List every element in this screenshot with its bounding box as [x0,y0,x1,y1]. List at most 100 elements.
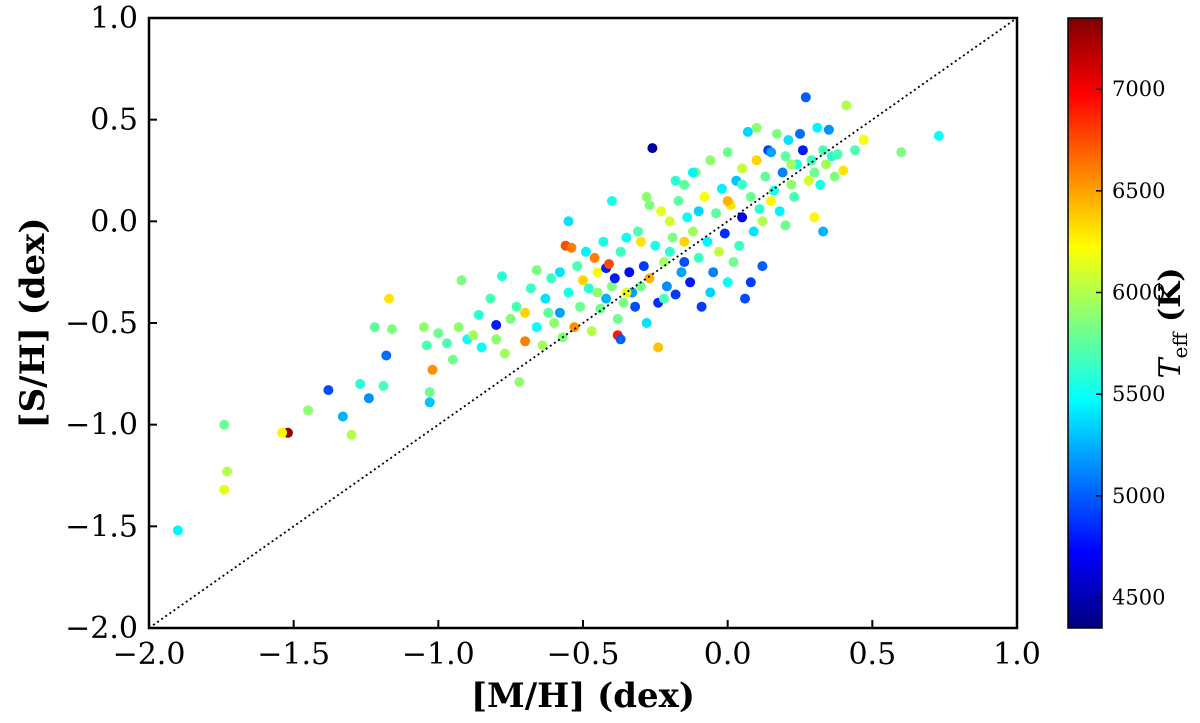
y-tick-label: 0.0 [90,204,138,239]
data-point [453,322,464,333]
data-point [384,293,395,304]
data-point [638,261,649,272]
data-point [659,257,669,267]
data-point [656,206,667,217]
data-point [737,212,748,223]
data-point [722,196,733,206]
data-point [933,130,944,141]
data-point [520,336,531,347]
data-point [554,307,565,318]
data-point [554,267,565,278]
data-point [485,293,496,304]
one-to-one-reference-line [148,17,1018,629]
data-point [670,175,681,186]
colorbar-tick-label: 5500 [1112,382,1165,406]
data-point [795,128,805,139]
data-point [740,293,750,304]
data-point [838,165,849,176]
colorbar-tick-label: 6000 [1112,281,1165,305]
data-point [896,147,907,158]
data-point [630,301,641,312]
data-point [575,301,586,312]
colorbar-label-unit [1153,322,1188,332]
data-point [716,183,727,194]
data-point [549,318,560,328]
data-point [806,155,817,166]
data-point [277,427,288,438]
data-point [818,145,829,156]
data-point [635,281,646,292]
data-point [777,167,788,178]
data-point [699,191,710,202]
data-point [624,267,635,278]
data-point [569,322,580,333]
colorbar-axis: 4500 5000 5500 6000 6500 7000 [1096,77,1165,610]
data-point [696,301,707,312]
data-point [635,236,646,247]
data-point [786,179,797,190]
data-point [766,196,777,206]
data-point [511,301,522,312]
data-point [728,257,739,267]
data-point [592,267,603,278]
data-point [592,287,603,298]
data-point [708,267,719,278]
data-point [711,208,722,219]
data-point [424,397,435,408]
data-point [832,149,843,160]
data-point [598,236,609,247]
data-point [786,159,797,170]
x-tick-label: −1.5 [257,637,330,672]
colorbar-tick-label: 7000 [1112,77,1165,101]
data-point [381,350,392,361]
data-point [693,252,704,263]
y-axis: −2.0 −1.5 −1.0 −0.5 0.0 0.5 1.0 [65,1,157,646]
scatter-points [172,92,944,536]
data-point [742,126,753,137]
data-point [780,220,791,231]
x-tick-label: −0.5 [547,637,620,672]
data-point [612,313,623,324]
data-point [505,313,516,324]
x-tick-label: 0.5 [848,637,896,672]
data-point [679,179,690,190]
data-point [387,324,397,335]
data-point [754,204,765,215]
data-point [751,122,762,133]
data-point [583,283,594,294]
data-point [499,348,510,359]
data-point [821,159,831,170]
data-point [572,261,583,272]
data-point [693,206,704,217]
data-point [641,191,652,202]
data-point [491,320,502,330]
data-point [783,135,794,145]
data-point [760,171,771,182]
data-point [476,342,487,353]
data-point [780,151,791,162]
data-point [757,261,768,272]
x-axis-label: [M/H] (dex) [471,676,695,716]
data-point [809,167,820,178]
data-point [531,322,542,333]
data-point [653,342,664,353]
data-point [546,273,557,284]
data-point [685,277,696,288]
data-point [757,216,768,227]
data-point [815,179,826,190]
data-point [421,340,432,351]
data-point [363,393,374,404]
data-point [771,128,782,139]
y-axis-label: [S/H] (dex) [13,218,53,429]
data-point [323,385,334,396]
data-point [433,328,444,339]
data-point [427,364,438,375]
data-point [737,163,748,174]
y-tick-label: −2.0 [65,611,138,646]
data-point [543,307,554,318]
data-point [687,226,698,237]
data-point [606,281,617,292]
data-point [520,307,531,318]
data-point [664,216,675,227]
data-point [722,277,733,288]
